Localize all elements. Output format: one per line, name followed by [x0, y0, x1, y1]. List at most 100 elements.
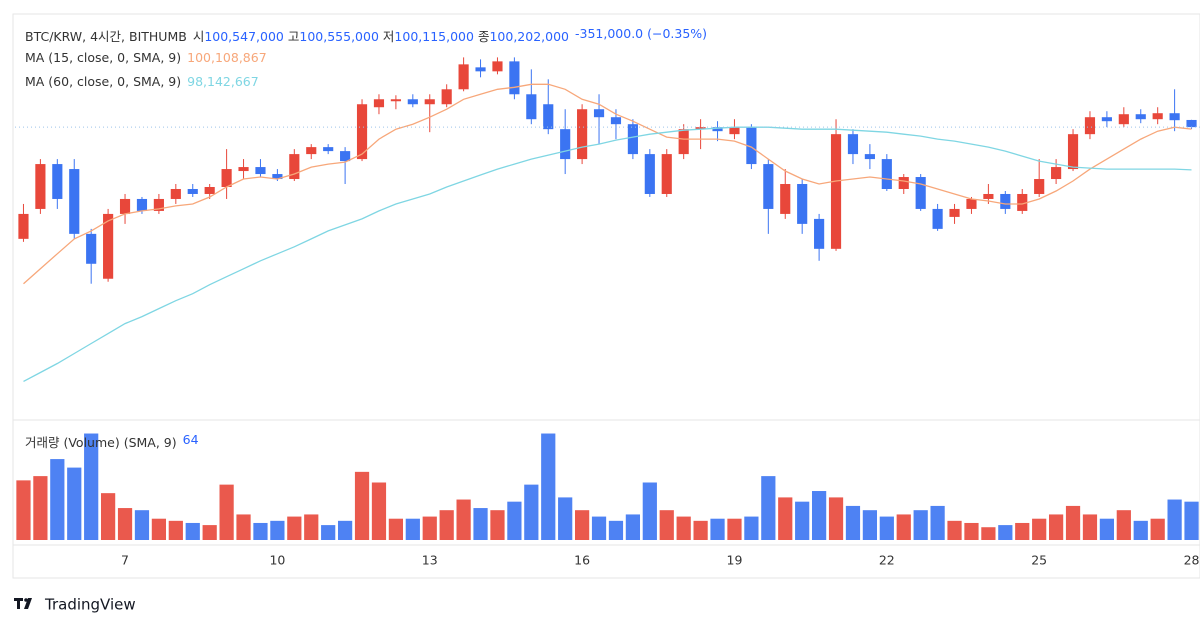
volume-bar: [558, 497, 573, 540]
candle-body: [695, 127, 706, 130]
candle-body: [644, 154, 655, 194]
candle-body: [272, 174, 283, 180]
candle-body: [814, 218, 825, 249]
candle-body: [1118, 114, 1129, 125]
ma-value: 100,108,867: [187, 50, 267, 65]
volume-bar: [236, 514, 251, 540]
volume-bar: [828, 497, 844, 540]
candle-body: [949, 208, 960, 217]
volume-bar: [1015, 522, 1030, 540]
volume-bar: [84, 433, 99, 540]
volume-bar: [439, 510, 454, 540]
volume-bar: [710, 518, 725, 540]
candle-body: [627, 124, 638, 155]
candle-body: [1067, 134, 1079, 170]
candle-body: [356, 104, 368, 160]
x-tick-label: 16: [574, 553, 590, 568]
ohlc-legend: BTC/KRW, 4시간, BITHUMB 시100,547,000 고100,5…: [25, 26, 707, 45]
volume-bar: [1032, 518, 1047, 540]
candle-body: [458, 64, 469, 90]
volume-bar: [337, 520, 353, 540]
ohlc-value: 100,547,000: [204, 29, 284, 44]
volume-bar: [117, 508, 133, 540]
candle-body: [1051, 167, 1062, 180]
price-change: -351,000.0 (−0.35%): [575, 26, 708, 41]
x-tick-label: 10: [269, 553, 285, 568]
candle-body: [103, 213, 114, 279]
candle-body: [932, 208, 943, 229]
candle-body: [847, 134, 859, 155]
volume-bar: [67, 467, 82, 540]
ohlc-label: 저: [382, 29, 395, 44]
x-tick-label: 7: [121, 553, 129, 568]
candle-body: [238, 167, 249, 172]
volume-bar: [524, 484, 539, 540]
volume-bar: [270, 520, 285, 540]
volume-bar: [33, 476, 48, 540]
volume-title: 거래량 (Volume) (SMA, 9): [25, 435, 177, 450]
volume-bar: [287, 516, 302, 540]
volume-bar: [1065, 505, 1081, 540]
candle-body: [526, 94, 537, 120]
candle-body: [255, 167, 266, 175]
ohlc-label: 고: [287, 29, 300, 44]
candle-body: [407, 99, 418, 105]
logo-text: TradingView: [44, 596, 136, 614]
candle-body: [509, 61, 520, 95]
candle-body: [424, 99, 435, 105]
volume-bar: [354, 471, 370, 540]
candle-body: [390, 99, 401, 102]
moving-average: [23, 126, 1192, 382]
candle-body: [1152, 113, 1163, 120]
candle-body: [340, 151, 351, 162]
candle-body: [864, 154, 875, 160]
x-tick-label: 22: [879, 553, 895, 568]
volume-bar: [473, 508, 488, 540]
candle-body: [966, 198, 977, 209]
volume-bar: [202, 525, 217, 540]
x-tick-label: 19: [727, 553, 743, 568]
candle-body: [1135, 114, 1146, 120]
candle-body: [780, 184, 791, 214]
volume-bar: [913, 510, 928, 540]
candle-body: [1084, 117, 1096, 135]
volume-bar: [456, 499, 471, 540]
candle-body: [797, 184, 808, 224]
chart-frame: [12, 13, 1200, 579]
volume-bar: [134, 510, 150, 540]
symbol-title: BTC/KRW, 4시간, BITHUMB: [25, 29, 187, 44]
volume-bar: [490, 510, 505, 540]
candle-body: [204, 187, 215, 194]
volume-bar: [778, 497, 793, 540]
candle-body: [610, 117, 622, 125]
candle-body: [221, 169, 232, 188]
candle-body: [153, 198, 164, 211]
candle-body: [712, 127, 723, 132]
x-tick-label: 28: [1184, 553, 1200, 568]
volume-bar: [981, 527, 996, 540]
candle-body: [661, 154, 672, 194]
volume-bar: [1167, 499, 1182, 540]
volume-bar: [219, 484, 234, 540]
volume-bar: [1099, 518, 1115, 540]
ma60-legend: MA (60, close, 0, SMA, 9) 98,142,667: [25, 74, 259, 89]
volume-bar: [845, 505, 861, 540]
candle-body: [543, 104, 554, 130]
ohlc-value: 100,555,000: [299, 29, 379, 44]
volume-bar: [795, 501, 810, 540]
candle-body: [187, 188, 198, 194]
volume-bar: [574, 510, 590, 540]
volume-bar: [693, 520, 708, 540]
candle-body: [983, 193, 994, 199]
volume-bar: [304, 514, 319, 540]
volume-bar: [659, 510, 674, 540]
volume-bar: [862, 510, 878, 540]
candle-body: [119, 198, 131, 214]
volume-bar: [1048, 514, 1064, 540]
volume-bar: [16, 480, 31, 540]
candle-body: [35, 164, 46, 209]
volume-bar: [185, 522, 200, 540]
ohlc-label: 시: [192, 29, 205, 44]
candle-body: [170, 188, 181, 199]
moving-average: [23, 83, 1192, 285]
